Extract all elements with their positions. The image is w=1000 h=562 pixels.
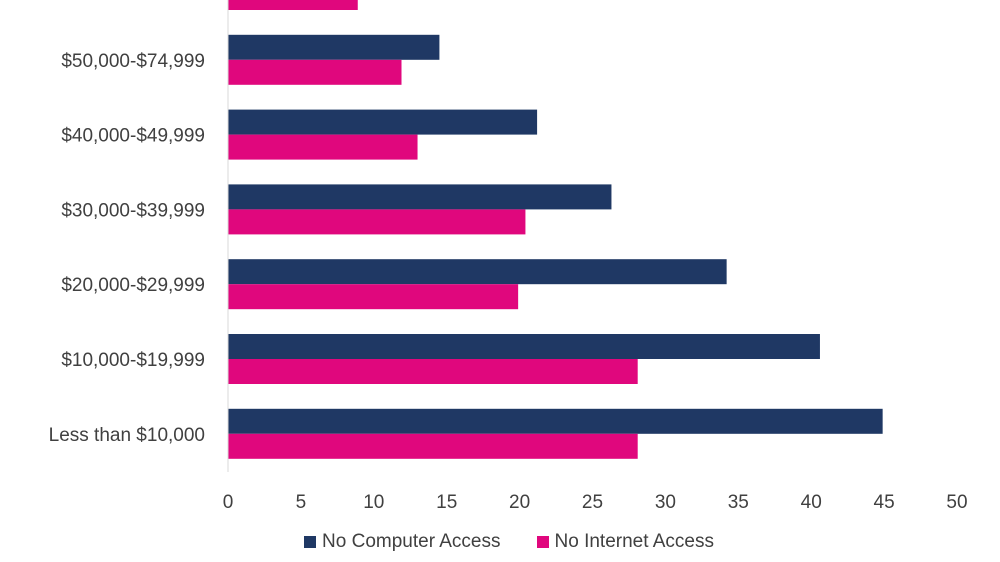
- legend-item-no-internet: No Internet Access: [536, 531, 714, 553]
- bar-no-computer: [228, 334, 820, 359]
- x-tick-label: 0: [223, 492, 234, 513]
- x-tick-label: 25: [582, 492, 603, 513]
- legend-item-no-computer: No Computer Access: [304, 531, 501, 553]
- bar-no-internet: [228, 209, 526, 235]
- bar-no-internet: [228, 134, 418, 160]
- legend: No Computer Access No Internet Access: [0, 531, 1000, 553]
- category-label: $20,000-$29,999: [61, 275, 205, 296]
- x-tick-label: 30: [655, 492, 676, 513]
- category-label: $40,000-$49,999: [61, 126, 205, 147]
- category-label: $30,000-$39,999: [61, 200, 205, 221]
- legend-swatch-no-computer: [304, 536, 317, 548]
- x-tick-label: 15: [436, 492, 457, 513]
- bar-no-internet: [228, 284, 519, 310]
- bar-no-computer: [228, 34, 440, 60]
- bar-no-internet: [228, 433, 638, 459]
- bar-no-computer: [228, 109, 538, 135]
- x-tick-label: 5: [296, 492, 307, 513]
- bar-no-internet: [228, 0, 358, 10]
- category-label: $10,000-$19,999: [61, 350, 205, 371]
- category-label: $50,000-$74,999: [61, 51, 205, 72]
- x-tick-label: 40: [801, 492, 822, 513]
- bar-no-computer: [228, 184, 612, 210]
- x-tick-label: 20: [509, 492, 530, 513]
- legend-label-no-internet: No Internet Access: [554, 531, 714, 552]
- legend-label-no-computer: No Computer Access: [322, 531, 501, 552]
- bar-no-computer: [228, 259, 727, 285]
- x-tick-label: 35: [728, 492, 749, 513]
- bar-no-internet: [228, 359, 638, 384]
- bar-no-computer: [228, 408, 883, 434]
- x-tick-label: 10: [363, 492, 384, 513]
- x-tick-label: 45: [874, 492, 895, 513]
- x-tick-label: 50: [946, 492, 967, 513]
- category-label: Less than $10,000: [49, 425, 205, 446]
- bar-no-internet: [228, 59, 402, 85]
- legend-swatch-no-internet: [536, 536, 549, 548]
